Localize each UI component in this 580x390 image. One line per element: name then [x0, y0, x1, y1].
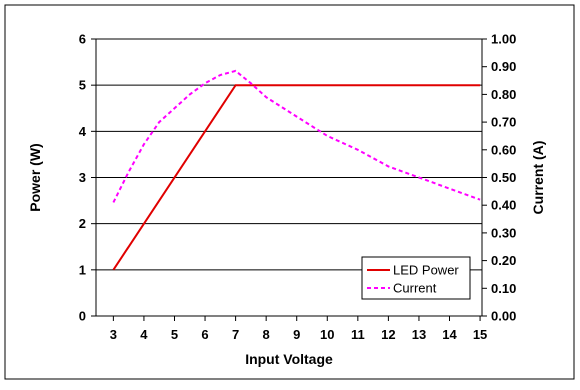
x-tick-label: 11	[351, 327, 365, 342]
series-line-0	[112, 84, 481, 271]
legend: LED Power Current	[361, 256, 471, 300]
y-tick-label: 2	[79, 216, 86, 231]
x-tick-label: 6	[201, 327, 208, 342]
legend-label-current: Current	[393, 281, 437, 296]
legend-label-led-power: LED Power	[393, 263, 459, 278]
y2-tick-label: 0.20	[491, 253, 516, 268]
x-tick-label: 12	[381, 327, 395, 342]
y-tick-label: 0	[79, 309, 86, 324]
y2-axis-title: Current (A)	[530, 141, 546, 215]
series-layer	[112, 69, 481, 271]
x-tick-label: 15	[473, 327, 487, 342]
x-tick-label: 7	[232, 327, 239, 342]
y2-tick-label: 0.80	[491, 87, 516, 102]
axes: 01234560.000.100.200.300.400.500.600.700…	[79, 32, 517, 343]
x-tick-label: 3	[110, 327, 117, 342]
x-axis-title: Input Voltage	[245, 351, 333, 367]
legend-box	[361, 256, 471, 300]
x-tick-label: 13	[412, 327, 426, 342]
x-tick-label: 4	[140, 327, 148, 342]
y2-tick-label: 1.00	[491, 32, 516, 47]
y2-tick-label: 0.30	[491, 225, 516, 240]
y2-tick-label: 0.70	[491, 115, 516, 130]
x-tick-label: 5	[171, 327, 178, 342]
y2-tick-label: 0.90	[491, 59, 516, 74]
chart-border	[4, 4, 575, 380]
x-tick-label: 14	[442, 327, 457, 342]
y-tick-label: 1	[79, 262, 86, 277]
x-tick-label: 9	[293, 327, 300, 342]
y-tick-label: 4	[79, 124, 87, 139]
y2-tick-label: 0.60	[491, 142, 516, 157]
y2-tick-label: 0.00	[491, 309, 516, 324]
y2-tick-label: 0.10	[491, 281, 516, 296]
y2-tick-label: 0.50	[491, 170, 516, 185]
y2-tick-label: 0.40	[491, 198, 516, 213]
series-line-1	[112, 69, 481, 203]
y-tick-label: 6	[79, 32, 86, 47]
y-tick-label: 3	[79, 170, 86, 185]
x-tick-label: 10	[320, 327, 334, 342]
x-tick-label: 8	[263, 327, 270, 342]
y-axis-title: Power (W)	[27, 143, 43, 211]
y-tick-label: 5	[79, 78, 86, 93]
